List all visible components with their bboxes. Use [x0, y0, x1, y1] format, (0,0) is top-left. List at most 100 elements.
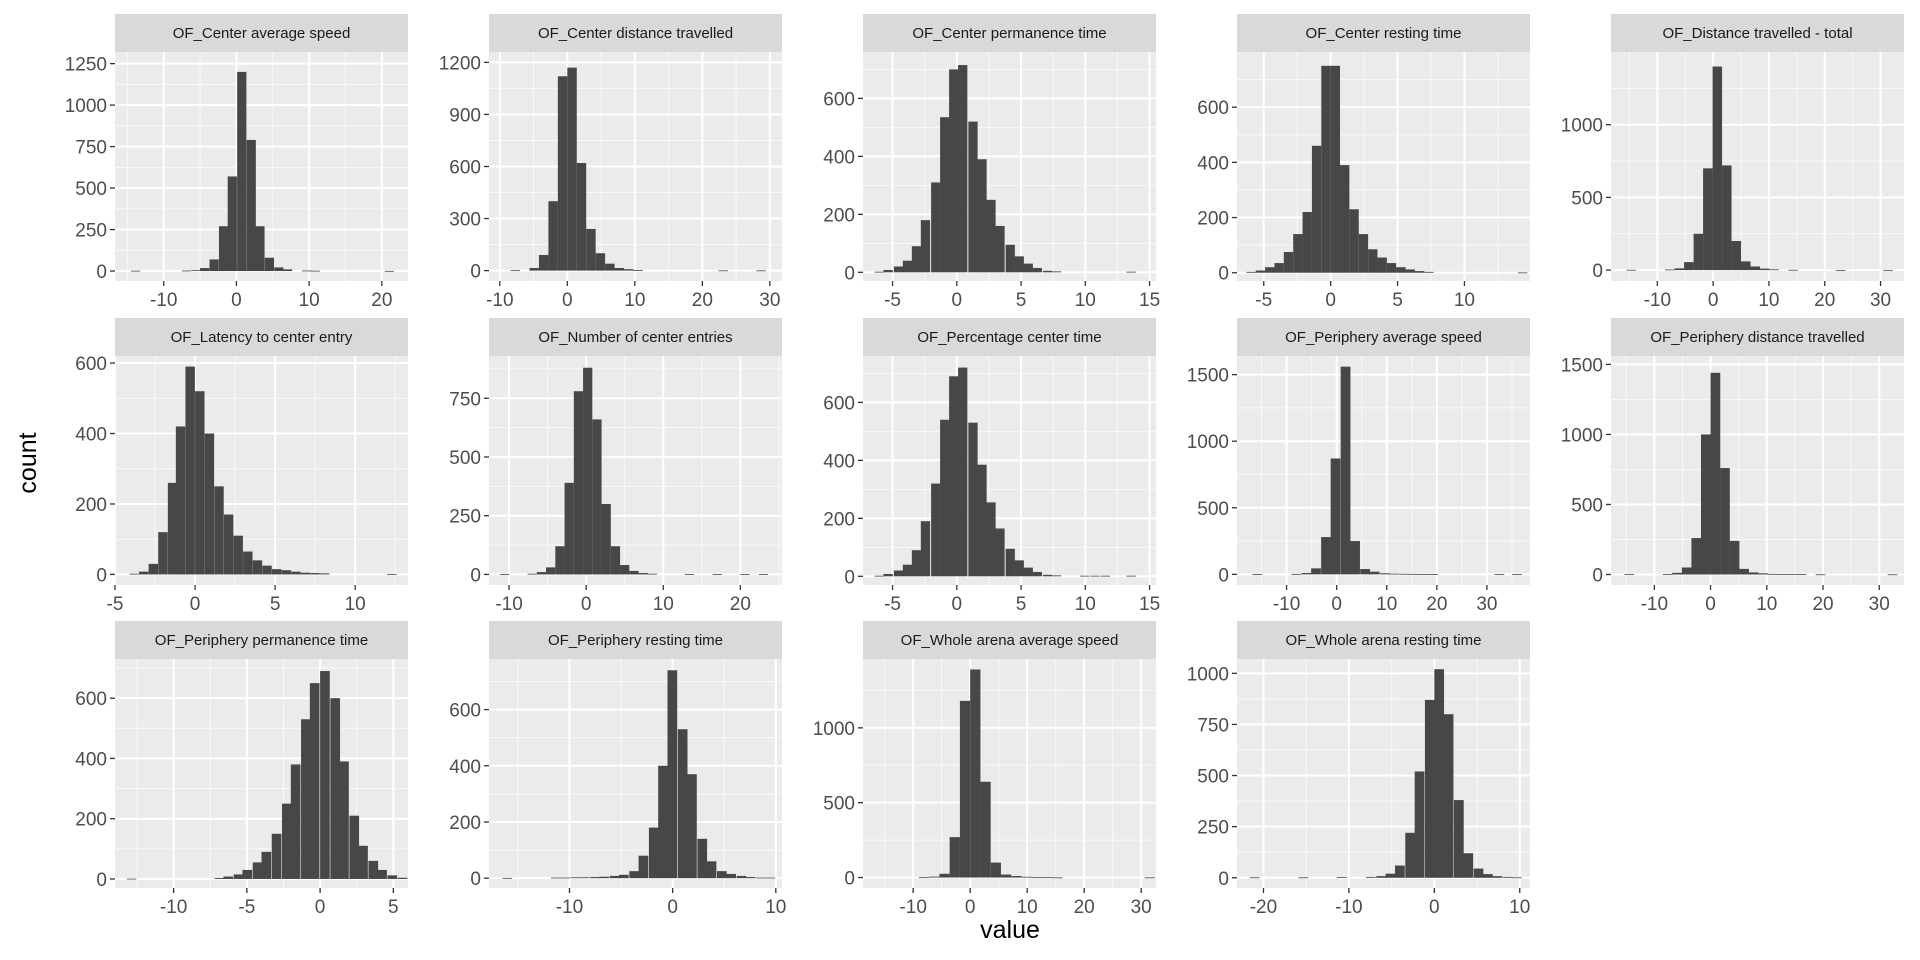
y-tick-label: 1000 [1187, 432, 1229, 453]
y-tick-label: 250 [449, 507, 481, 528]
histogram-bar [595, 253, 606, 271]
histogram-bar [1887, 574, 1898, 576]
x-tick-label: -10 [495, 594, 522, 615]
histogram-bar [1005, 548, 1015, 577]
y-axis-title: count [14, 432, 42, 493]
histogram-bar [281, 570, 291, 575]
facet-title: OF_Percentage center time [917, 329, 1101, 346]
y-tick-label: 1250 [65, 55, 107, 76]
histogram-bar [1330, 65, 1341, 273]
histogram-bar [1249, 877, 1260, 879]
histogram-bar [264, 257, 275, 272]
x-tick-label: 15 [1139, 290, 1160, 311]
histogram-bar [1291, 573, 1302, 575]
y-tick-label: 500 [823, 794, 855, 815]
histogram-bar [309, 683, 320, 879]
histogram-bar [1126, 575, 1136, 577]
histogram-bar [765, 877, 776, 879]
y-tick-label: 750 [1197, 715, 1229, 736]
facet-title: OF_Periphery resting time [548, 632, 723, 649]
histogram-bar [1748, 572, 1759, 575]
y-tick-label: 500 [1197, 499, 1229, 520]
y-tick-label: 0 [470, 869, 481, 890]
histogram-bar [1414, 771, 1425, 878]
histogram-bar [1399, 573, 1410, 575]
x-tick-label: -10 [1273, 594, 1300, 615]
x-tick-label: -10 [160, 897, 187, 918]
histogram-bar [1681, 567, 1692, 575]
histogram-bar [590, 877, 600, 879]
histogram-bar [1405, 269, 1415, 273]
facet-title: OF_Whole arena resting time [1286, 632, 1482, 649]
x-tick-label: -10 [556, 897, 583, 918]
histogram-bar [684, 574, 695, 575]
y-tick-label: 1200 [439, 53, 481, 74]
histogram-bar [339, 761, 349, 879]
x-tick-label: 0 [1429, 897, 1440, 918]
histogram-bar [1321, 65, 1331, 273]
histogram-bar [911, 246, 922, 273]
histogram-bar [706, 861, 717, 879]
histogram-bar [586, 228, 596, 271]
y-tick-label: 0 [96, 565, 107, 586]
histogram-bar [1473, 868, 1484, 878]
x-tick-label: -10 [150, 290, 177, 311]
y-tick-label: 500 [449, 448, 481, 469]
facet-panel: OF_Number of center entries -10 0 10 20 0 250 5… [449, 318, 782, 615]
facet-strip [1611, 14, 1904, 52]
facet-strip [115, 621, 408, 659]
histogram-bar [1760, 268, 1770, 271]
histogram-bar [977, 159, 987, 273]
facet-title: OF_Number of center entries [538, 329, 732, 346]
y-tick-label: 600 [449, 158, 481, 179]
histogram-bar [126, 878, 137, 880]
histogram-bar [1684, 262, 1694, 271]
x-tick-label: -20 [1250, 897, 1277, 918]
histogram-bar [560, 877, 570, 879]
histogram-bar [1283, 252, 1294, 273]
histogram-bar [1330, 458, 1341, 575]
histogram-bar [1767, 573, 1778, 575]
histogram-bar [167, 482, 178, 575]
histogram-bar [282, 803, 292, 879]
histogram-bar [310, 573, 320, 575]
histogram-bar [1624, 574, 1635, 576]
histogram-bar [502, 877, 513, 879]
histogram-bar [1144, 877, 1155, 879]
histogram-bar [931, 483, 941, 577]
x-tick-label: 0 [190, 594, 201, 615]
histogram-bar [1674, 268, 1685, 271]
histogram-bar [756, 270, 766, 272]
x-tick-label: 10 [1509, 897, 1530, 918]
histogram-bar [1389, 573, 1400, 575]
y-tick-label: 200 [1197, 209, 1229, 230]
histogram-bar [233, 535, 243, 575]
histogram-bar [1311, 568, 1321, 575]
facet-panel: OF_Center permanence time -5 0 5 10 15 0 200 400… [823, 14, 1160, 311]
facet-strip [1611, 318, 1904, 356]
histogram-bar [1377, 257, 1387, 273]
x-tick-label: -5 [107, 594, 124, 615]
histogram-bar [1000, 874, 1012, 878]
histogram-bar [583, 367, 593, 575]
x-tick-label: -10 [1641, 594, 1668, 615]
x-tick-label: 0 [952, 290, 963, 311]
histogram-bar [148, 563, 159, 575]
histogram-bar [920, 220, 931, 273]
histogram-bar [218, 226, 229, 272]
y-tick-label: 0 [1218, 264, 1229, 285]
histogram-bar [243, 551, 253, 575]
histogram-bar [223, 514, 234, 575]
histogram-bar [624, 269, 634, 271]
histogram-bar [1691, 538, 1702, 575]
histogram-bar [570, 877, 581, 879]
histogram-bar [1672, 572, 1683, 575]
histogram-bar [629, 570, 639, 575]
histogram-bar [1665, 269, 1675, 271]
histogram-bar [252, 560, 263, 575]
y-tick-label: 400 [449, 757, 481, 778]
y-tick-label: 750 [75, 138, 107, 159]
histogram-bar [1769, 269, 1779, 271]
histogram-bar [1710, 372, 1721, 575]
